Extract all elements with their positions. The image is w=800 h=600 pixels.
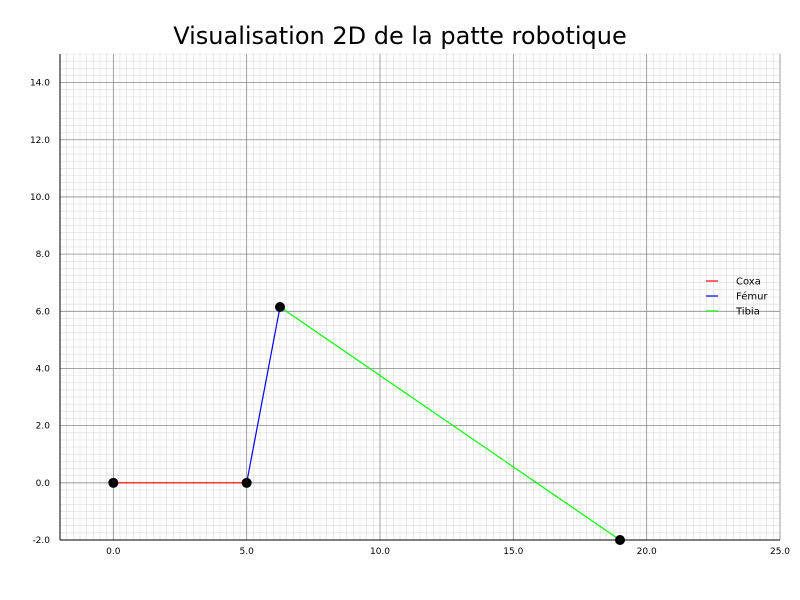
x-tick-label: 15.0: [503, 547, 523, 557]
y-axis-ticks: -2.0 0.0 2.0 4.0 6.0 8.0 10.0 12.0 14.0: [30, 79, 50, 546]
x-axis-ticks: 0.0 5.0 10.0 15.0 20.0 25.0: [106, 547, 790, 557]
y-tick-label: 4.0: [36, 364, 51, 374]
legend: Coxa Fémur Tibia: [706, 277, 768, 318]
legend-label: Coxa: [736, 277, 761, 288]
chart-title: Visualisation 2D de la patte robotique: [173, 22, 627, 50]
series-lines: [113, 306, 621, 541]
legend-label: Tibia: [735, 307, 760, 318]
x-tick-label: 20.0: [637, 547, 657, 557]
y-tick-label: 8.0: [36, 250, 51, 260]
y-tick-label: 6.0: [36, 307, 51, 317]
y-tick-label: 10.0: [30, 193, 50, 203]
joint-marker: [241, 477, 252, 488]
legend-label: Fémur: [736, 291, 768, 303]
y-tick-label: -2.0: [32, 536, 50, 546]
joint-markers: [108, 302, 625, 545]
x-tick-label: 25.0: [770, 547, 790, 557]
x-tick-label: 5.0: [240, 547, 255, 557]
joint-marker: [275, 302, 285, 313]
series-fémur-line: [246, 306, 281, 483]
joint-marker: [108, 477, 119, 488]
x-tick-label: 10.0: [370, 547, 390, 557]
y-tick-label: 14.0: [30, 79, 50, 89]
minor-grid: [59, 53, 781, 541]
y-tick-label: 2.0: [36, 422, 51, 432]
joint-marker: [615, 535, 625, 545]
y-tick-label: 12.0: [30, 136, 50, 146]
axes: [59, 54, 780, 541]
series-tibia-line: [279, 306, 621, 541]
y-tick-label: 0.0: [36, 479, 51, 489]
x-tick-label: 0.0: [106, 547, 121, 557]
